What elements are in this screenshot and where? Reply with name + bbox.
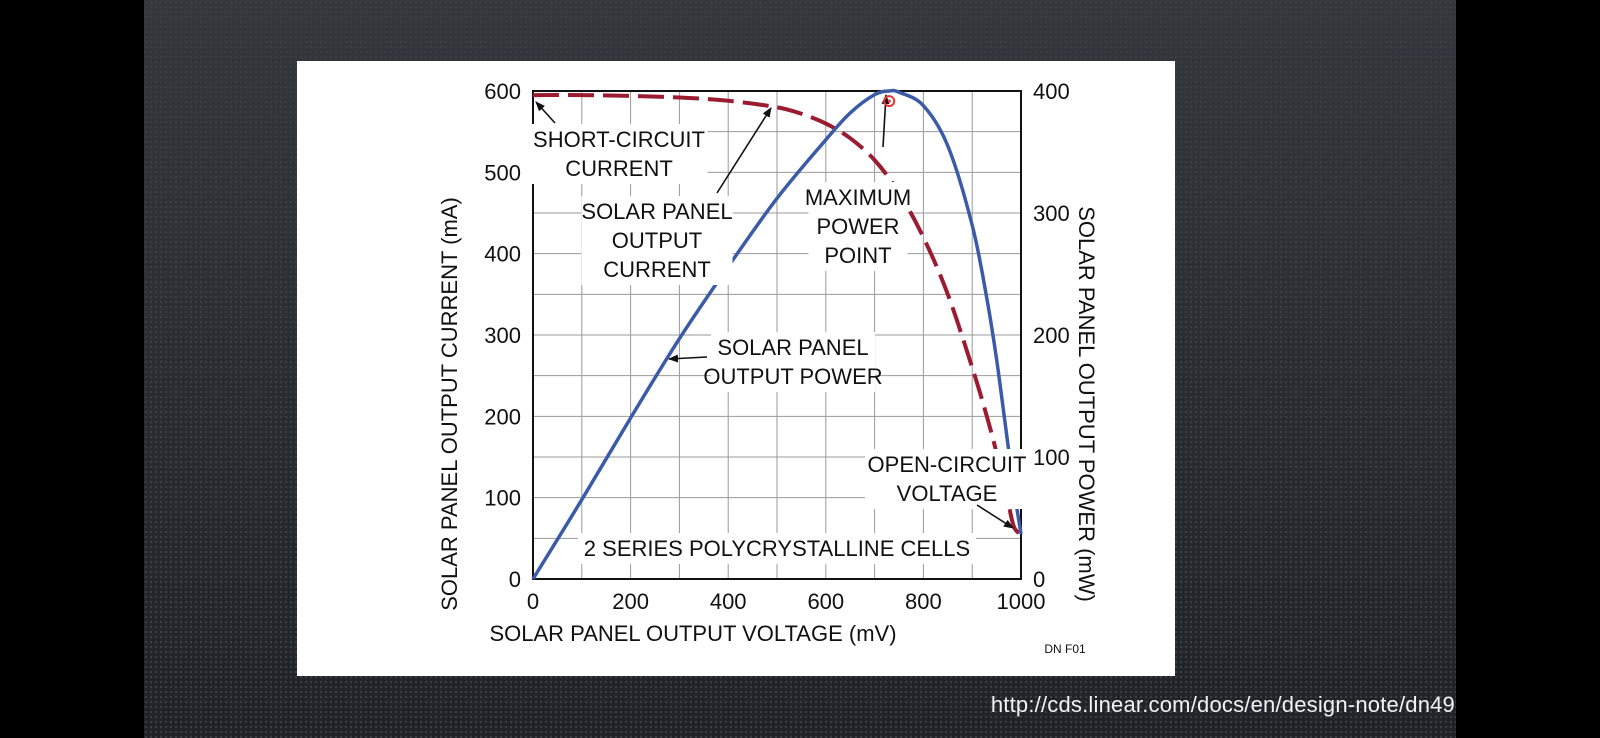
annotation-output-current: SOLAR PANEL OUTPUT CURRENT (581, 199, 732, 282)
x-tick-label: 1000 (997, 589, 1046, 614)
plot-frame (532, 90, 1022, 580)
y-right-tick-label: 200 (1033, 323, 1070, 348)
chart-figure: 0 200 400 600 800 1000 0 100 200 300 400 500 600 0 100… (297, 61, 1175, 676)
arrow-output-power (668, 354, 708, 363)
y-left-tick-label: 300 (484, 323, 521, 348)
annotation-cell-config-bg (578, 533, 976, 564)
y-axis-left-label: SOLAR PANEL OUTPUT CURRENT (mA) (437, 197, 462, 611)
annotation-open-circuit-voltage: OPEN-CIRCUIT VOLTAGE (868, 452, 1027, 506)
annotation-maximum-power-point: MAXIMUM POWER POINT (805, 185, 911, 268)
x-tick-label: 200 (612, 589, 649, 614)
y-axis-right-label: SOLAR PANEL OUTPUT POWER (mW) (1074, 206, 1099, 602)
y-right-tick-label: 0 (1033, 567, 1045, 592)
figure-id: DN F01 (1044, 642, 1086, 656)
annotation-output-power: SOLAR PANEL OUTPUT POWER (703, 335, 882, 389)
max-power-marker (883, 95, 896, 108)
annotation-short-circuit-current: SHORT-CIRCUIT CURRENT (533, 127, 705, 181)
power-series-line (531, 88, 1023, 580)
x-tick-label: 0 (527, 589, 539, 614)
annotation-output-power-bg (711, 332, 875, 392)
arrow-open-circuit (976, 504, 1014, 529)
x-tick-label: 600 (807, 589, 844, 614)
annotation-cell-config: 2 SERIES POLYCRYSTALLINE CELLS (584, 536, 970, 561)
y-left-tick-label: 600 (484, 79, 521, 104)
y-right-tick-label: 300 (1033, 201, 1070, 226)
y-left-tick-label: 400 (484, 242, 521, 267)
annotation-short-circuit-current-bg (530, 124, 708, 184)
annotations: SHORT-CIRCUIT CURRENT SOLAR PANEL OUTPUT CUR… (530, 94, 1029, 564)
arrow-output-current (716, 107, 772, 194)
source-url[interactable]: http://cds.linear.com/docs/en/design-not… (990, 692, 1455, 717)
annotation-maximum-power-point-bg (808, 182, 908, 271)
iv-power-chart: 0 200 400 600 800 100001002003004005006000100… (437, 79, 1099, 656)
y-right-tick-label: 400 (1033, 79, 1070, 104)
y-left-tick-label: 0 (509, 567, 521, 592)
y-right-tick-label: 100 (1033, 445, 1070, 470)
annotation-output-current-bg (581, 196, 733, 285)
max-power-marker-dot (887, 99, 891, 103)
tick-labels: 0 200 400 600 800 100001002003004005006000100… (484, 79, 1069, 614)
x-axis-label: SOLAR PANEL OUTPUT VOLTAGE (mV) (489, 621, 896, 646)
arrow-short-circuit (535, 101, 556, 124)
y-left-tick-label: 200 (484, 404, 521, 429)
x-tick-label: 400 (710, 589, 747, 614)
annotation-open-circuit-voltage-bg (865, 449, 1029, 509)
x-tick-label: 800 (905, 589, 942, 614)
y-left-tick-label: 500 (484, 160, 521, 185)
y-left-tick-label: 100 (484, 486, 521, 511)
